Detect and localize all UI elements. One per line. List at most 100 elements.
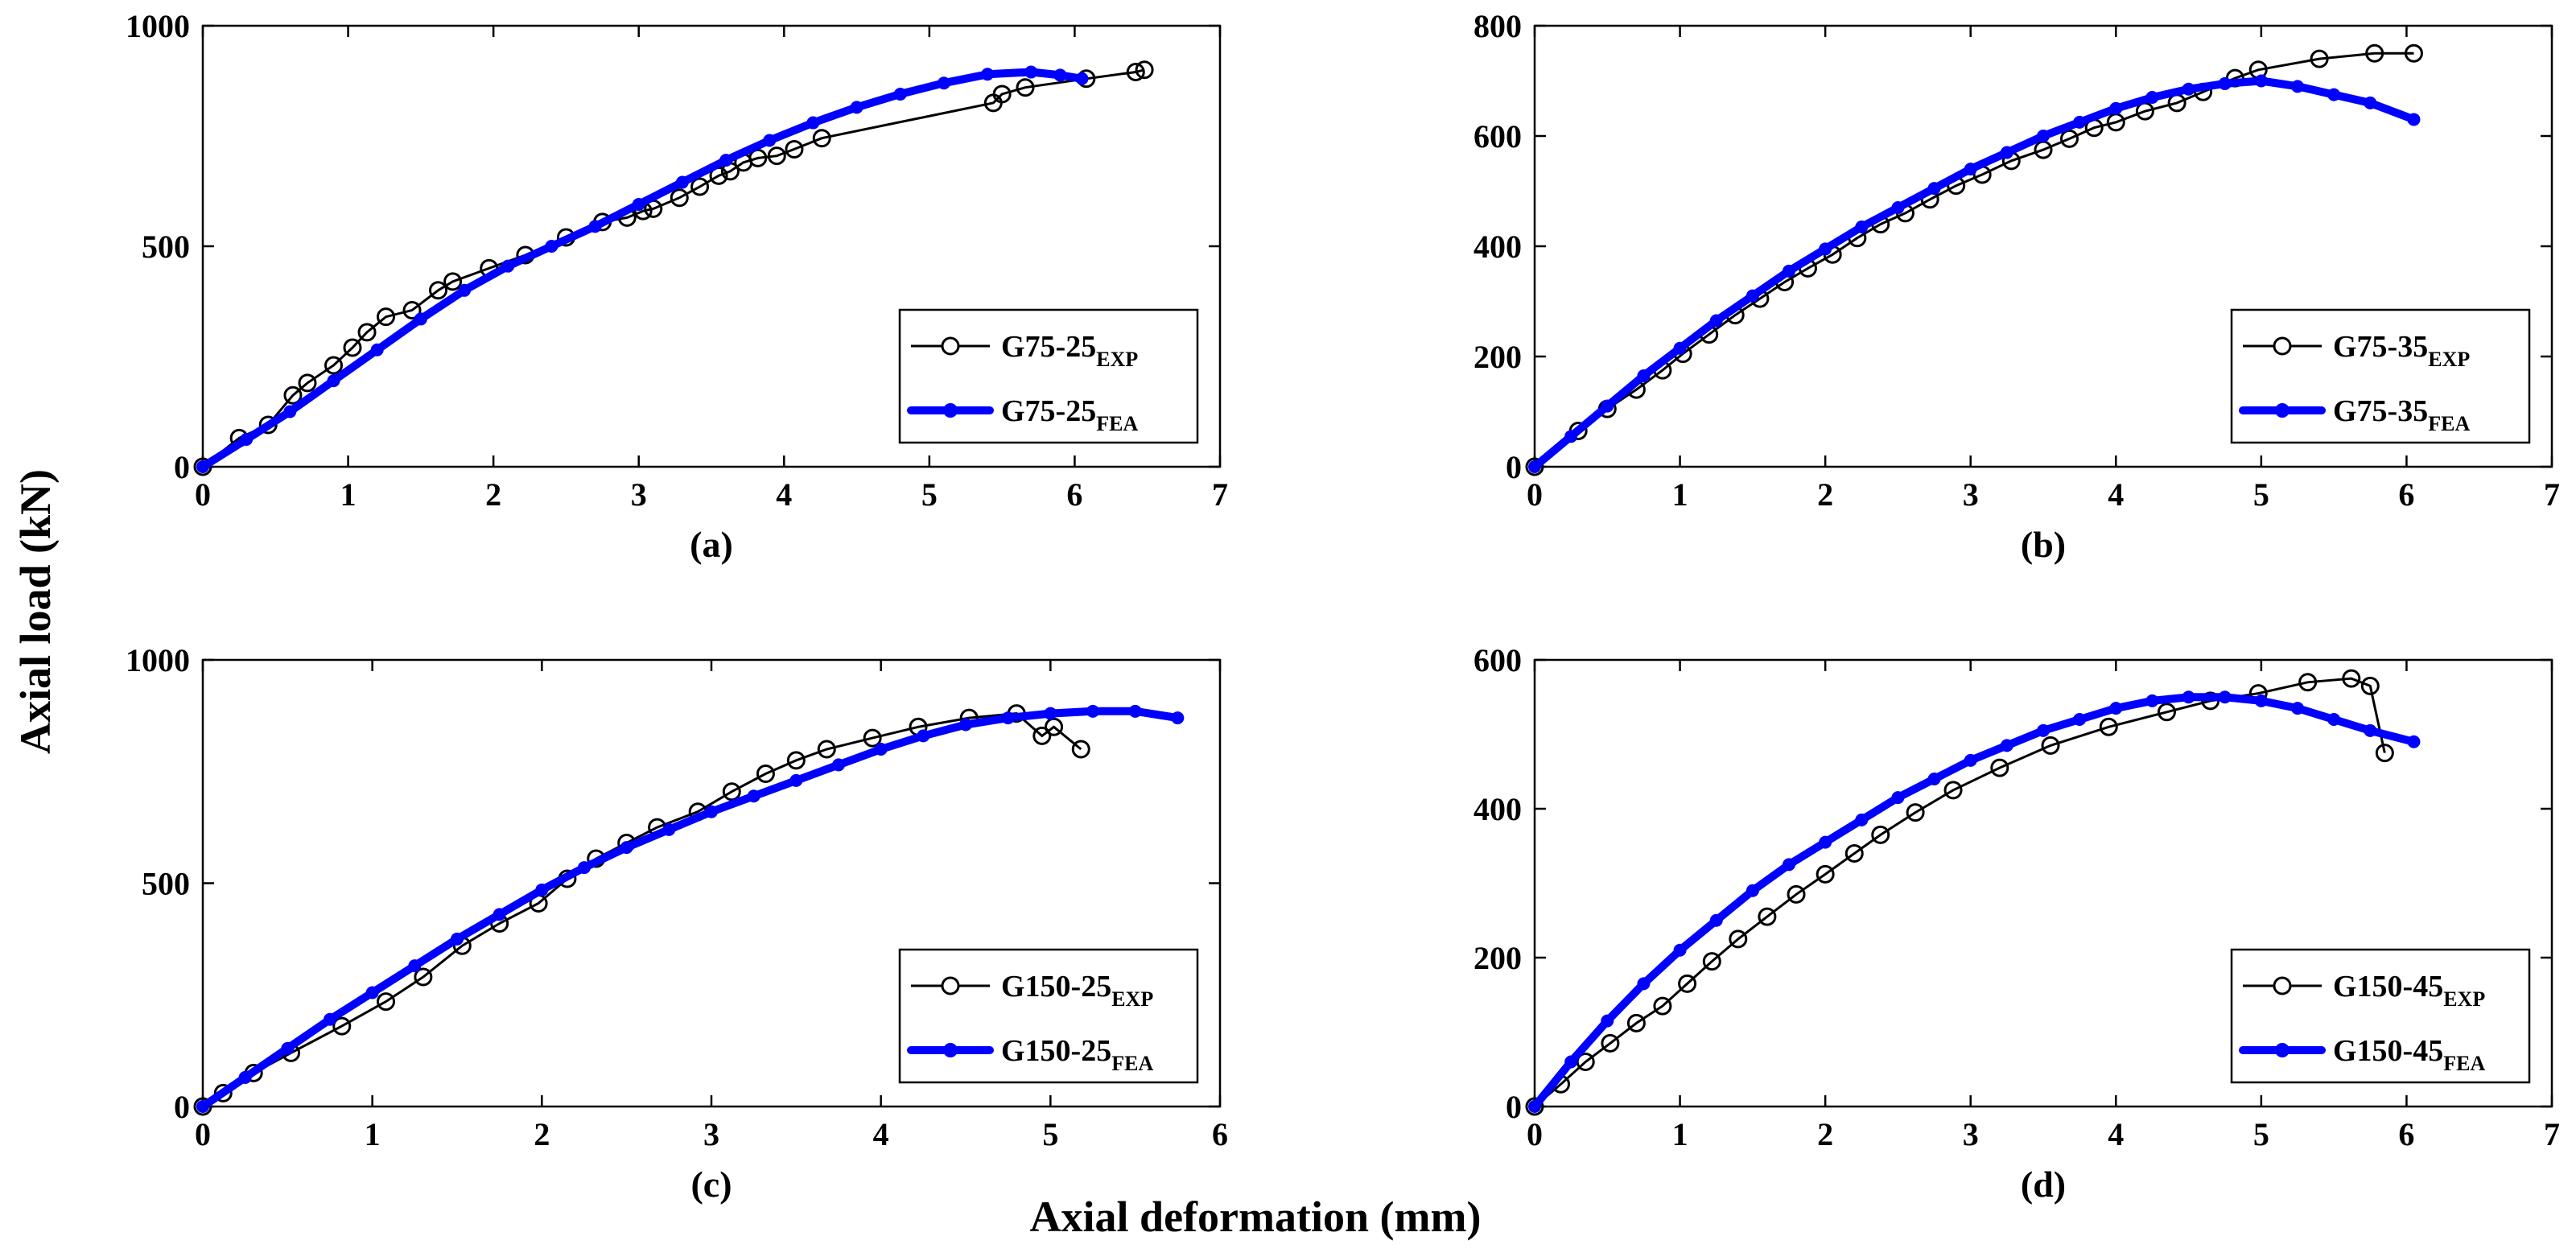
y-tick-label: 400: [1473, 229, 1522, 265]
y-tick-label: 600: [1473, 642, 1522, 678]
legend-marker: [2273, 976, 2292, 995]
data-point: [2037, 723, 2050, 737]
data-point: [767, 146, 786, 166]
y-tick-label: 800: [1473, 8, 1522, 44]
data-point: [2182, 690, 2195, 704]
legend-entry-exp: G75-35EXP: [2243, 330, 2470, 371]
series-line: [199, 707, 1182, 1111]
data-point: [1637, 369, 1651, 382]
data-point: [1819, 242, 1832, 256]
data-point: [2407, 113, 2421, 126]
data-point: [893, 87, 907, 101]
data-point: [2407, 735, 2421, 748]
legend-label: G75-35FEA: [2333, 394, 2470, 435]
x-tick-label: 3: [1963, 476, 1979, 513]
y-tick-label: 500: [142, 866, 190, 902]
data-point: [1855, 220, 1869, 234]
data-point: [365, 986, 379, 999]
data-point: [196, 1100, 209, 1113]
data-point: [806, 116, 820, 130]
x-tick-label: 0: [1527, 1116, 1543, 1152]
data-point: [2291, 80, 2304, 93]
x-tick-label: 2: [1817, 476, 1833, 513]
data-point: [756, 765, 775, 784]
data-point: [2145, 91, 2159, 105]
legend-entry-exp: G75-25EXP: [911, 330, 1138, 371]
data-point: [1927, 182, 1941, 196]
data-point: [1855, 813, 1869, 826]
data-point: [981, 68, 995, 81]
legend-marker: [943, 403, 958, 418]
legend-entry-fea: G150-45FEA: [2239, 1034, 2485, 1075]
legend-label: G75-25EXP: [1001, 330, 1138, 371]
data-point: [414, 967, 433, 987]
data-point: [2327, 713, 2341, 726]
data-point: [2109, 101, 2123, 115]
data-point: [1075, 72, 1089, 85]
data-point: [1564, 430, 1578, 443]
data-point: [2218, 76, 2232, 90]
chart-panel-1: 0 1 2 3 4 5 6 7 0 500 1000 G75-25EXP G75-25FEA (a): [126, 8, 1228, 565]
series-line: [199, 68, 1086, 471]
y-tick-label: 500: [142, 229, 190, 265]
data-point: [493, 908, 506, 921]
data-point: [1745, 289, 1759, 303]
data-point: [992, 84, 1012, 104]
data-point: [2364, 723, 2377, 737]
chart-panel-3: 0 1 2 3 4 5 6 0 500 1000 G150-25EXP G150-25FEA (c): [126, 642, 1228, 1205]
legend-label: G150-25EXP: [1001, 970, 1153, 1011]
data-point: [458, 283, 472, 297]
x-tick-label: 4: [2108, 476, 2124, 513]
y-tick-label: 600: [1473, 118, 1522, 155]
legend: G75-25EXP G75-25FEA: [898, 308, 1199, 444]
legend-box: [898, 308, 1199, 444]
data-point: [670, 188, 689, 208]
data-point: [1525, 457, 1544, 476]
data-point: [2327, 88, 2341, 101]
legend-marker: [2275, 1043, 2290, 1057]
data-point: [832, 758, 845, 772]
x-tick-label: 2: [1817, 1116, 1833, 1152]
data-point: [298, 373, 317, 393]
data-point: [193, 457, 212, 476]
data-point: [1758, 907, 1777, 926]
data-point: [343, 338, 362, 357]
data-point: [2360, 676, 2380, 695]
data-point: [357, 323, 377, 342]
y-tick-label: 0: [174, 449, 190, 485]
data-point: [1086, 704, 1099, 718]
data-point: [2157, 703, 2176, 722]
x-tick-label: 2: [534, 1116, 550, 1152]
x-tick-label: 6: [1066, 476, 1082, 513]
data-point: [1601, 399, 1614, 413]
legend-marker: [943, 1043, 958, 1057]
y-tick-label: 0: [1506, 1089, 1522, 1125]
data-point: [1943, 781, 1963, 800]
data-point: [1745, 884, 1759, 897]
x-tick-label: 1: [1672, 1116, 1688, 1152]
data-point: [675, 175, 689, 189]
data-point: [402, 300, 422, 319]
data-point: [812, 129, 831, 148]
data-point: [2375, 744, 2394, 763]
x-tick-label: 6: [1212, 1116, 1228, 1152]
x-tick-label: 6: [2398, 476, 2414, 513]
data-point: [1564, 1055, 1578, 1069]
legend-entry-fea: G75-35FEA: [2239, 394, 2470, 435]
data-point: [2254, 694, 2268, 707]
data-point: [1891, 201, 1905, 215]
data-point: [578, 861, 591, 875]
data-point: [1964, 163, 1977, 176]
data-point: [1673, 943, 1687, 957]
data-point: [1844, 844, 1864, 863]
series-fea: [196, 704, 1185, 1113]
data-point: [238, 1070, 252, 1084]
panel-label: (a): [690, 524, 733, 565]
panel-label: (d): [2021, 1164, 2066, 1205]
series-exp: [193, 60, 1154, 476]
data-point: [1783, 264, 1795, 278]
x-tick-label: 3: [703, 1116, 719, 1152]
data-point: [937, 76, 950, 90]
